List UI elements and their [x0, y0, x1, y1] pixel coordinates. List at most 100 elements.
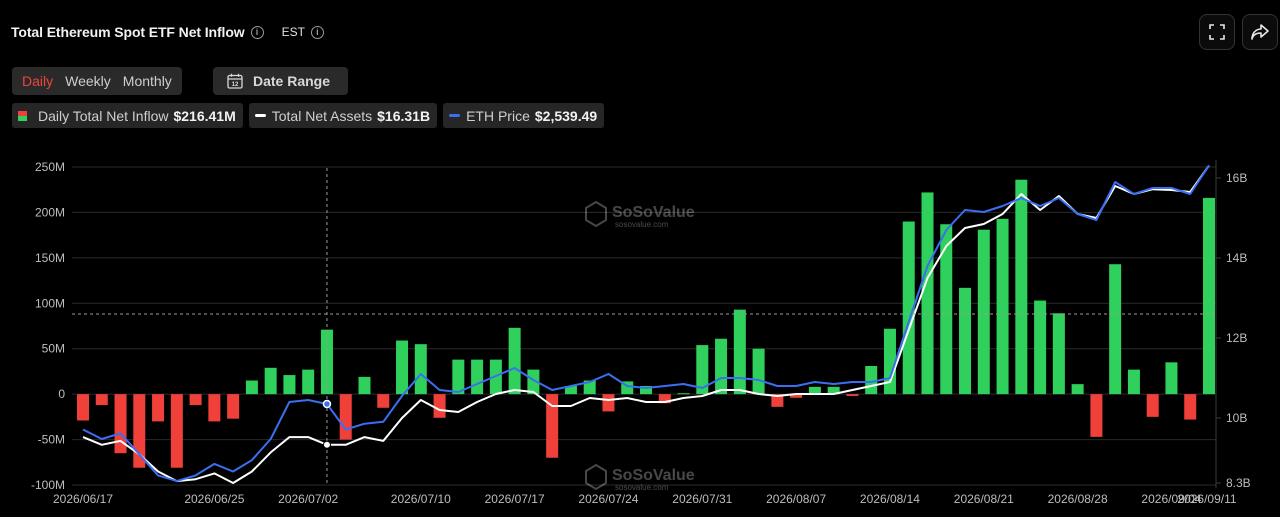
inflow-bar — [827, 386, 840, 395]
inflow-bar — [433, 394, 446, 418]
inflow-bar — [95, 394, 108, 406]
y-tick-label-left: 100M — [35, 296, 65, 310]
x-tick-label: 2026/07/24 — [578, 492, 638, 506]
info-icon[interactable]: i — [310, 25, 324, 39]
sosovalue-logo-icon — [585, 463, 607, 491]
y-tick-label-left: 250M — [35, 160, 65, 174]
x-tick-label: 2026/08/21 — [954, 492, 1014, 506]
y-tick-label-left: 200M — [35, 205, 65, 219]
legend-price[interactable]: ETH Price $2,539.49 — [443, 103, 605, 128]
watermark-brand: SoSoValue — [612, 467, 695, 484]
inflow-bar — [283, 375, 296, 395]
inflow-bar — [1052, 313, 1065, 395]
watermark-url: sosovalue.com — [615, 220, 669, 229]
calendar-icon: 12 — [227, 73, 243, 89]
date-range-button[interactable]: 12 Date Range — [213, 67, 348, 95]
x-tick-label: 2026/08/07 — [766, 492, 826, 506]
inflow-bar — [339, 394, 352, 440]
inflow-bar — [696, 345, 709, 395]
inflow-bar — [1090, 394, 1103, 437]
inflow-bar — [752, 348, 765, 395]
inflow-bar — [1127, 369, 1140, 395]
inflow-bar — [790, 394, 803, 398]
inflow-bar — [152, 394, 165, 422]
range-selector: Daily Weekly Monthly — [12, 67, 182, 95]
legend-price-value: $2,539.49 — [534, 107, 598, 124]
inflow-bar — [1203, 197, 1215, 395]
inflow-bar — [564, 385, 577, 395]
chart-header: Total Ethereum Spot ETF Net Inflow i EST… — [11, 20, 324, 44]
inflow-bar — [846, 394, 859, 396]
legend-price-label: ETH Price — [466, 107, 530, 124]
info-icon[interactable]: i — [250, 25, 264, 39]
inflow-bar — [602, 394, 615, 412]
inflow-bar — [959, 287, 972, 395]
share-button[interactable] — [1242, 14, 1278, 50]
x-tick-label: 2026/06/17 — [53, 492, 113, 506]
legend-inflow-label: Daily Total Net Inflow — [38, 107, 169, 124]
inflow-bar — [527, 369, 540, 395]
inflow-bar — [1071, 384, 1084, 395]
y-tick-label-left: -100M — [31, 478, 65, 492]
inflow-bar — [583, 380, 596, 395]
inflow-bar — [1109, 264, 1122, 395]
eth-price-line — [82, 165, 1210, 483]
inflow-bar — [808, 386, 821, 395]
inflow-bar — [546, 394, 559, 458]
inflow-bar — [414, 344, 427, 395]
inflow-bar — [208, 394, 221, 422]
legend: Daily Total Net Inflow $216.41M Total Ne… — [12, 103, 605, 128]
assets-swatch-icon — [254, 114, 266, 117]
y-tick-label-right: 8.3B — [1226, 476, 1251, 490]
y-tick-label-left: 0 — [58, 387, 65, 401]
inflow-bar — [508, 327, 521, 395]
legend-assets[interactable]: Total Net Assets $16.31B — [248, 103, 438, 128]
inflow-bar — [189, 394, 202, 406]
tab-monthly[interactable]: Monthly — [122, 73, 172, 89]
inflow-bar — [977, 229, 990, 395]
x-tick-label: 2026/07/31 — [672, 492, 732, 506]
svg-text:12: 12 — [232, 82, 239, 88]
fullscreen-icon — [1209, 24, 1225, 40]
y-tick-label-right: 12B — [1226, 331, 1247, 345]
tab-weekly[interactable]: Weekly — [65, 73, 111, 89]
x-tick-label: 2026/07/02 — [278, 492, 338, 506]
x-tick-label: 2026/09/04 — [1141, 492, 1201, 506]
inflow-bar — [133, 394, 146, 468]
x-tick-label: 2026/06/25 — [184, 492, 244, 506]
inflow-bar — [921, 192, 934, 395]
x-tick-label: 2026/08/14 — [860, 492, 920, 506]
inflow-bar — [883, 328, 896, 395]
total-net-assets-line — [82, 165, 1210, 484]
inflow-swatch-icon — [18, 110, 27, 121]
watermark-brand: SoSoValue — [612, 204, 695, 221]
inflow-bar — [245, 380, 258, 395]
inflow-bar — [452, 359, 465, 395]
inflow-bar — [358, 376, 371, 395]
inflow-bar — [1034, 300, 1047, 395]
tab-daily[interactable]: Daily — [22, 73, 54, 89]
legend-assets-label: Total Net Assets — [271, 107, 373, 124]
inflow-bar — [1146, 394, 1159, 417]
x-tick-label: 2026/07/17 — [485, 492, 545, 506]
sosovalue-logo-icon — [585, 200, 607, 228]
x-tick-label: 2026/08/28 — [1048, 492, 1108, 506]
inflow-bar — [733, 309, 746, 395]
x-tick-label: 2026/09/11 — [1177, 492, 1236, 506]
inflow-bar — [396, 340, 409, 395]
inflow-bar — [677, 393, 690, 395]
inflow-bar — [1015, 179, 1028, 395]
inflow-bar — [940, 224, 953, 395]
fullscreen-button[interactable] — [1199, 14, 1235, 50]
legend-inflow[interactable]: Daily Total Net Inflow $216.41M — [12, 103, 243, 128]
watermark-url: sosovalue.com — [615, 483, 669, 492]
inflow-bar — [996, 218, 1009, 395]
inflow-bar — [865, 365, 878, 395]
inflow-bar — [114, 394, 127, 454]
inflow-bar — [77, 394, 89, 421]
inflow-bar — [1165, 362, 1178, 395]
legend-assets-value: $16.31B — [377, 107, 431, 124]
x-tick-label: 2026/07/10 — [391, 492, 451, 506]
